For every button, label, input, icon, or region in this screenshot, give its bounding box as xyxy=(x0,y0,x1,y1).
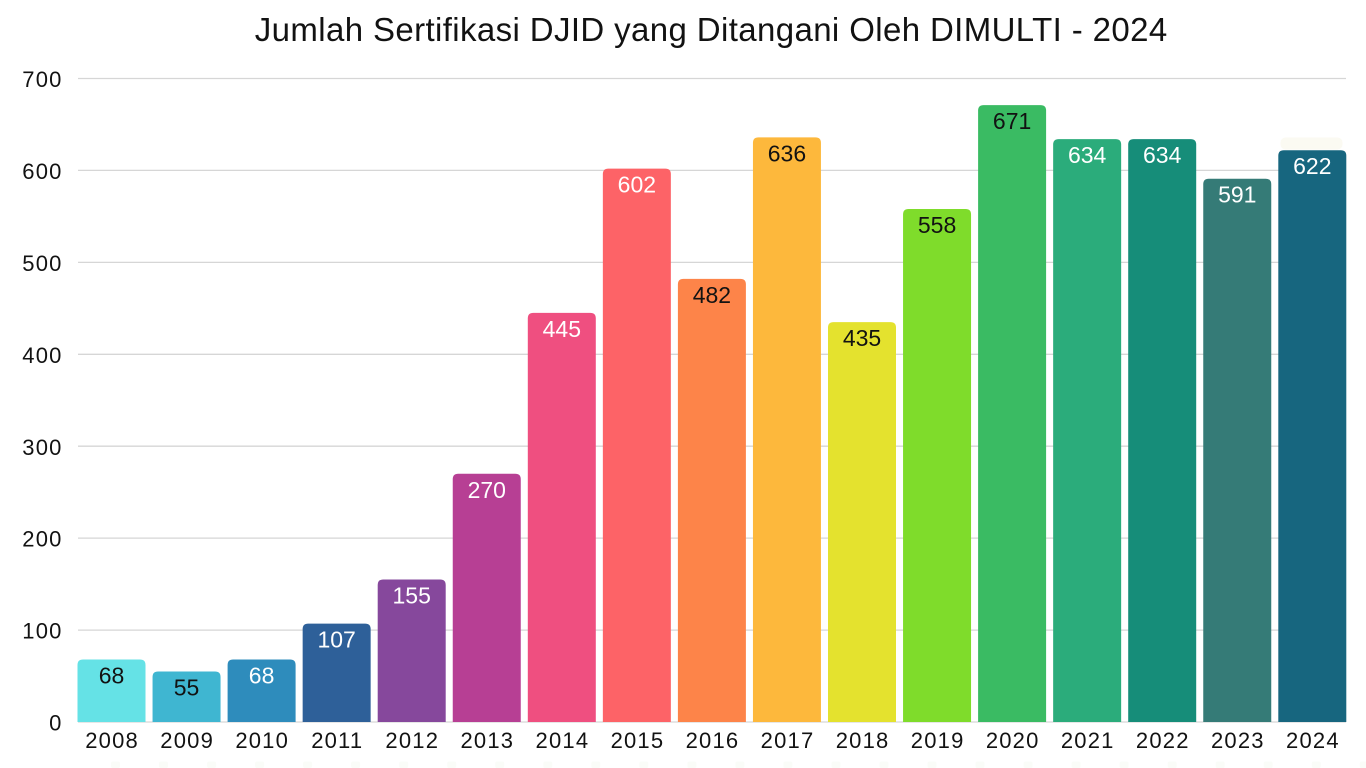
svg-text:2021: 2021 xyxy=(1061,728,1115,753)
svg-text:435: 435 xyxy=(843,325,881,351)
svg-text:200: 200 xyxy=(22,527,62,552)
svg-text:68: 68 xyxy=(99,662,125,688)
svg-text:68: 68 xyxy=(249,662,275,688)
svg-text:2012: 2012 xyxy=(385,728,439,753)
svg-text:2018: 2018 xyxy=(836,728,890,753)
svg-text:270: 270 xyxy=(468,477,506,503)
svg-text:558: 558 xyxy=(918,212,956,238)
svg-text:400: 400 xyxy=(22,343,62,368)
svg-text:634: 634 xyxy=(1068,142,1107,168)
svg-text:300: 300 xyxy=(22,435,62,460)
svg-text:2008: 2008 xyxy=(85,728,139,753)
svg-text:2014: 2014 xyxy=(536,728,590,753)
svg-text:671: 671 xyxy=(993,108,1031,134)
svg-text:2010: 2010 xyxy=(235,728,289,753)
svg-text:Jumlah Sertifikasi DJID yang D: Jumlah Sertifikasi DJID yang Ditangani O… xyxy=(255,11,1168,48)
svg-text:2024: 2024 xyxy=(1286,728,1340,753)
svg-text:600: 600 xyxy=(22,159,62,184)
svg-text:100: 100 xyxy=(22,619,62,644)
svg-text:591: 591 xyxy=(1218,182,1256,208)
svg-text:2015: 2015 xyxy=(611,728,665,753)
svg-text:107: 107 xyxy=(317,627,355,653)
svg-text:2011: 2011 xyxy=(311,728,363,753)
svg-text:636: 636 xyxy=(768,140,806,166)
svg-text:155: 155 xyxy=(393,583,431,609)
svg-text:0: 0 xyxy=(49,711,62,736)
svg-text:482: 482 xyxy=(693,282,731,308)
svg-text:500: 500 xyxy=(22,251,62,276)
svg-text:2009: 2009 xyxy=(160,728,214,753)
svg-text:634: 634 xyxy=(1143,142,1182,168)
svg-text:2022: 2022 xyxy=(1136,728,1190,753)
svg-text:2016: 2016 xyxy=(686,728,740,753)
svg-text:2019: 2019 xyxy=(911,728,965,753)
svg-text:445: 445 xyxy=(543,316,581,342)
svg-text:2023: 2023 xyxy=(1211,728,1265,753)
svg-text:700: 700 xyxy=(22,67,62,92)
svg-text:55: 55 xyxy=(174,674,200,700)
svg-text:622: 622 xyxy=(1293,153,1331,179)
svg-text:2020: 2020 xyxy=(986,728,1040,753)
svg-text:2013: 2013 xyxy=(460,728,514,753)
svg-text:2017: 2017 xyxy=(761,728,815,753)
svg-text:602: 602 xyxy=(618,172,656,198)
